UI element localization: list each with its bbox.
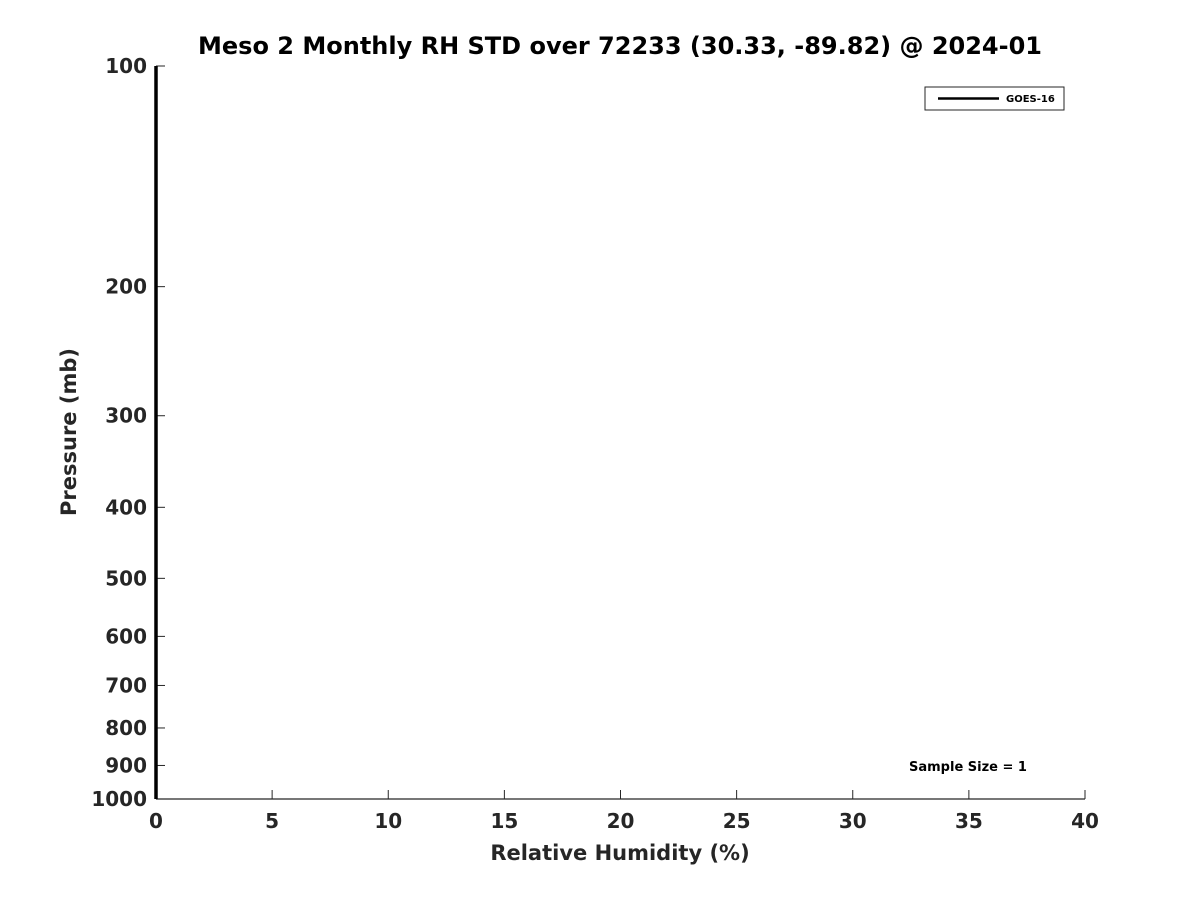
axes: [155, 66, 1085, 800]
x-tick-label: 30: [839, 809, 867, 833]
y-tick-label: 600: [105, 624, 147, 648]
y-tick-label: 1000: [91, 787, 147, 811]
y-tick-label: 900: [105, 753, 147, 777]
y-tick-label: 300: [105, 404, 147, 428]
x-tick-label: 35: [955, 809, 983, 833]
legend-label-goes16: GOES-16: [1006, 94, 1055, 105]
chart-title: Meso 2 Monthly RH STD over 72233 (30.33,…: [198, 32, 1042, 60]
x-tick-label: 25: [723, 809, 751, 833]
x-tick-label: 15: [490, 809, 518, 833]
x-tick-label: 5: [265, 809, 279, 833]
y-tick-label: 200: [105, 275, 147, 299]
y-tick-label: 700: [105, 673, 147, 697]
x-axis-label: Relative Humidity (%): [490, 841, 749, 865]
x-tick-label: 20: [607, 809, 635, 833]
legend: GOES-16: [924, 86, 1065, 111]
x-tick-label: 0: [149, 809, 163, 833]
sample-size-annotation: Sample Size = 1: [909, 760, 1027, 775]
y-ticks: 100 200 300 400 500 600 700 800 900 1000: [91, 54, 165, 811]
x-tick-label: 40: [1071, 809, 1099, 833]
x-ticks: 0 5 10 15 20 25 30 35 40: [149, 790, 1099, 833]
y-tick-label: 100: [105, 54, 147, 78]
y-tick-label: 400: [105, 495, 147, 519]
y-tick-label: 500: [105, 566, 147, 590]
x-tick-label: 10: [374, 809, 402, 833]
y-axis-label: Pressure (mb): [57, 348, 81, 516]
y-tick-label: 800: [105, 716, 147, 740]
